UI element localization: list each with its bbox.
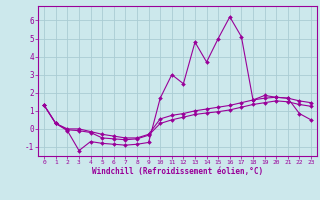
X-axis label: Windchill (Refroidissement éolien,°C): Windchill (Refroidissement éolien,°C) [92,167,263,176]
